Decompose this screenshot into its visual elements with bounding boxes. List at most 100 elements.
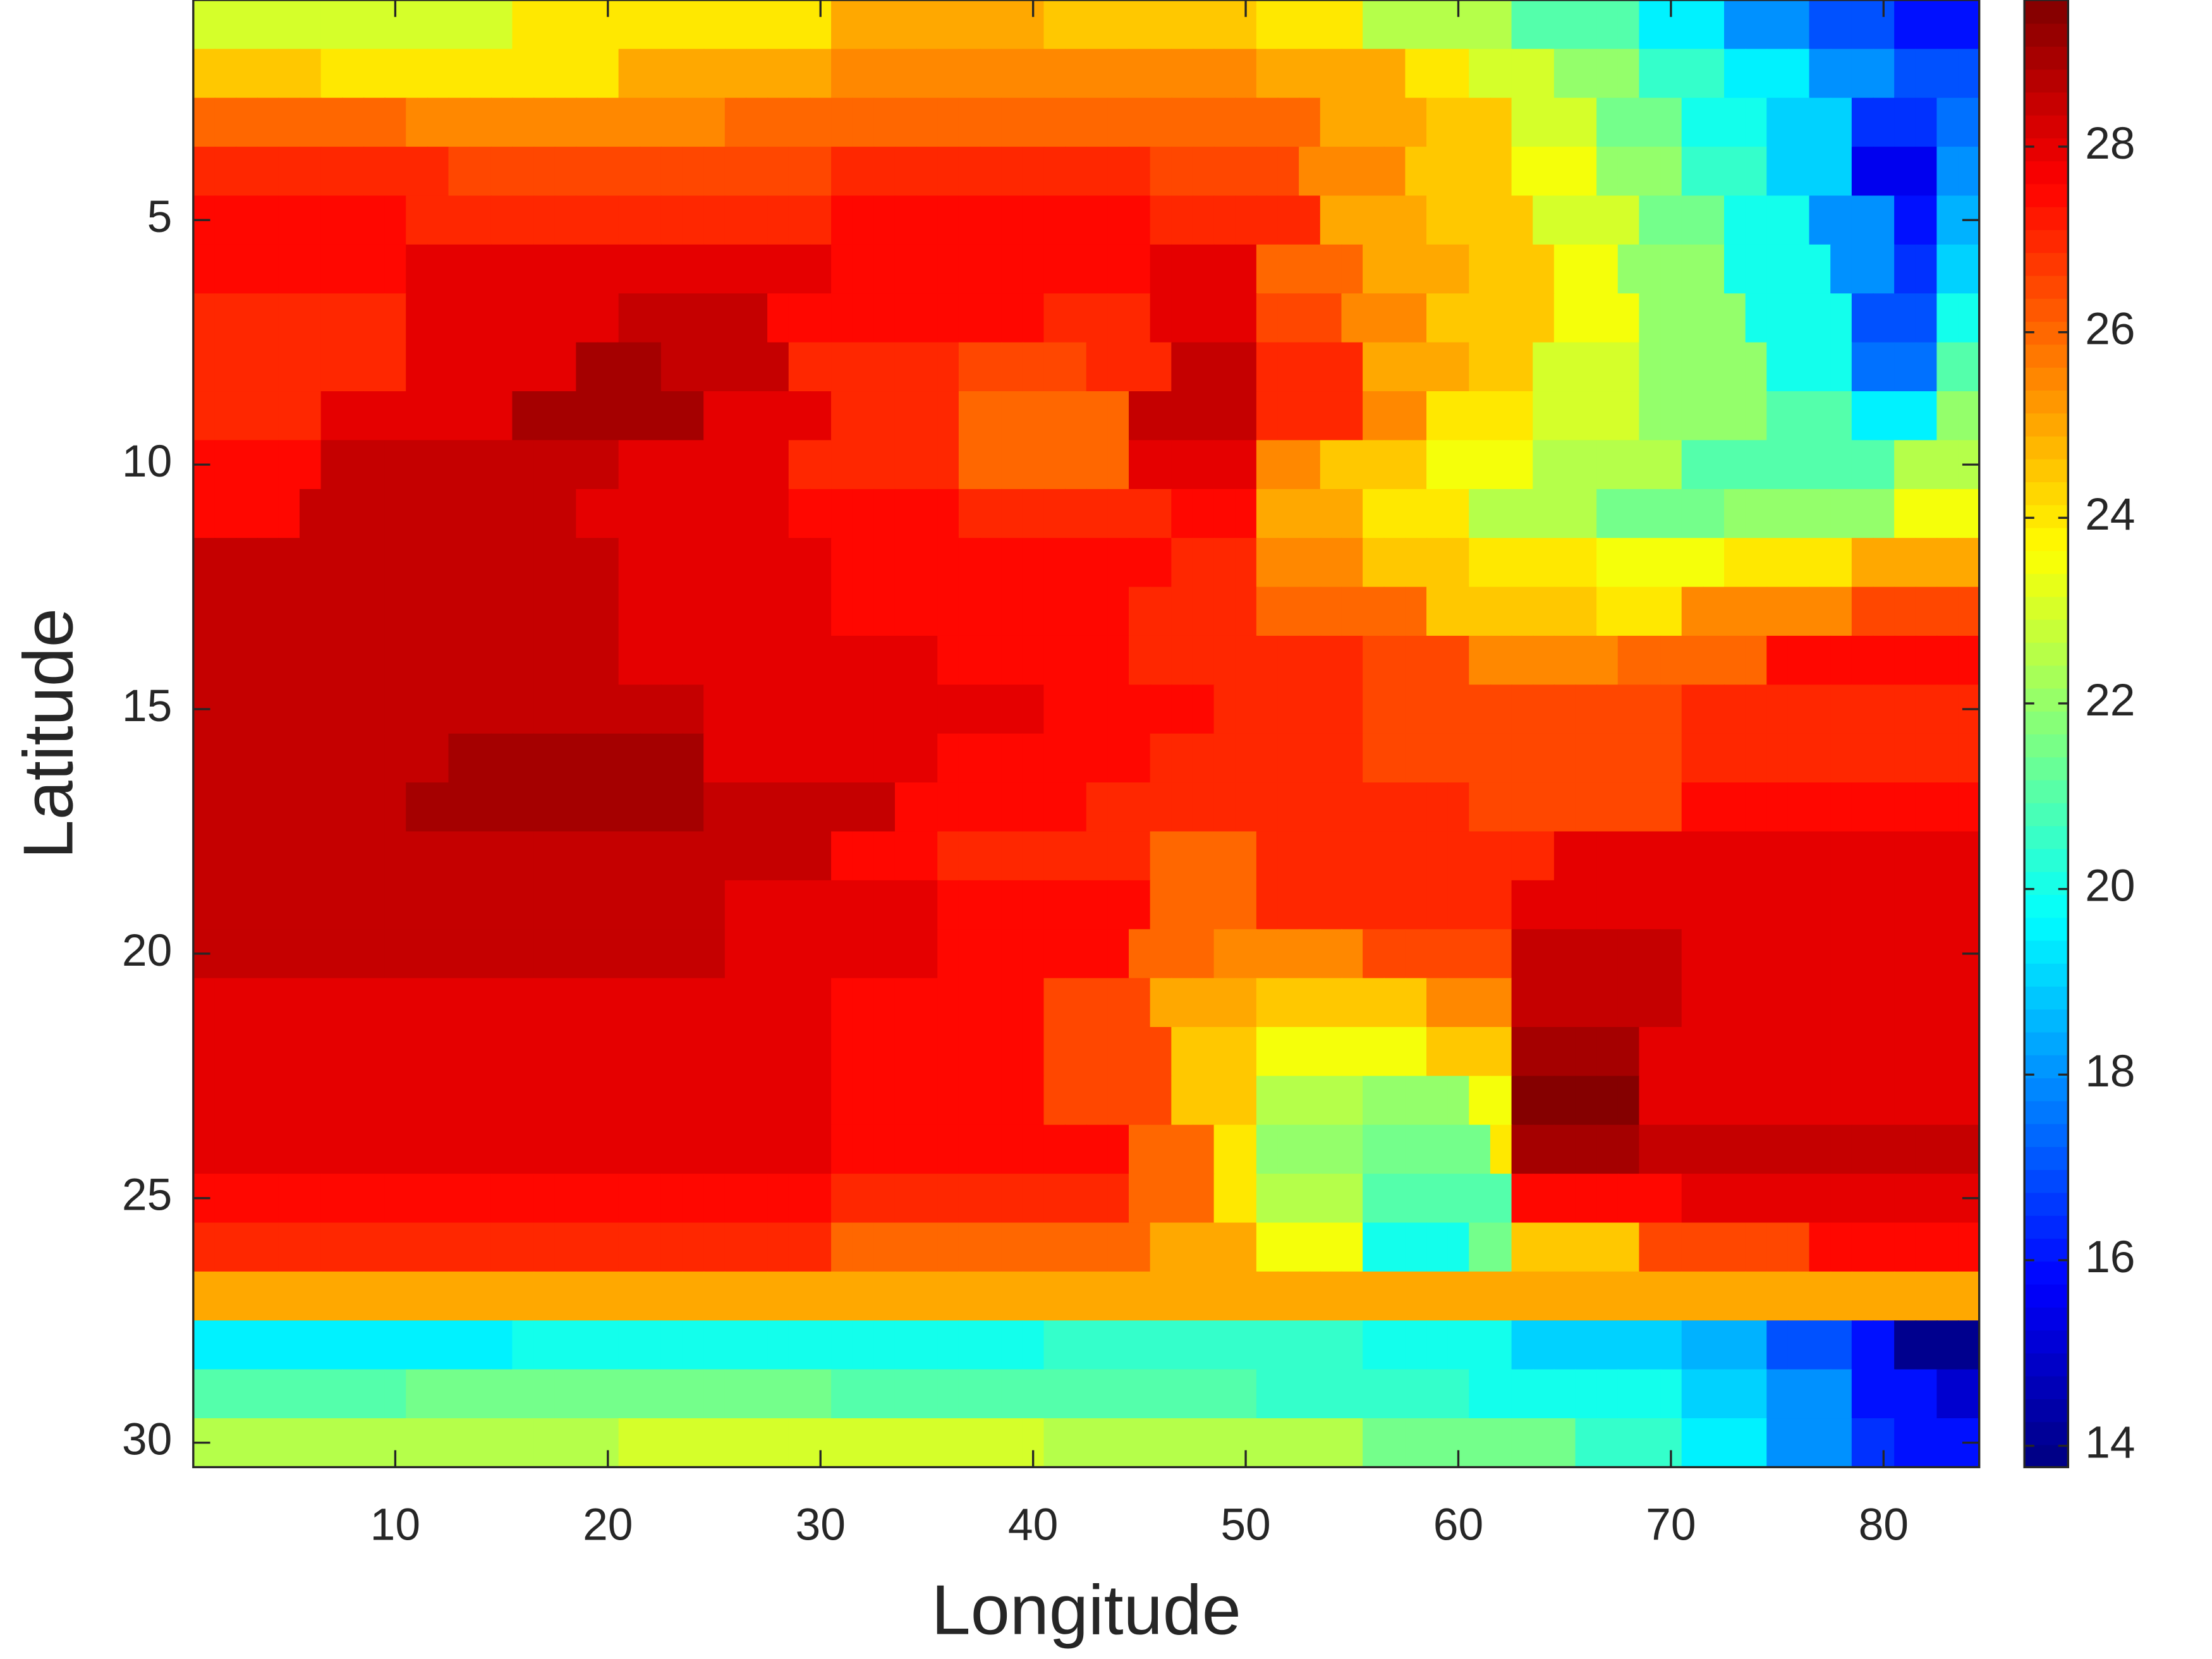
heatmap-cell bbox=[1851, 0, 1874, 50]
heatmap-cell bbox=[660, 782, 683, 832]
heatmap-cell bbox=[1001, 244, 1024, 295]
heatmap-cell bbox=[1256, 733, 1279, 784]
heatmap-cell bbox=[831, 586, 854, 637]
heatmap-cell bbox=[1277, 0, 1300, 50]
heatmap-cell bbox=[1171, 635, 1194, 686]
heatmap-cell bbox=[1511, 1320, 1534, 1371]
heatmap-cell bbox=[831, 782, 854, 832]
heatmap-cell bbox=[1596, 1124, 1619, 1175]
heatmap-cell bbox=[1681, 293, 1704, 344]
heatmap-cell bbox=[576, 880, 599, 930]
heatmap-cell bbox=[427, 1174, 449, 1224]
heatmap-cell bbox=[1660, 49, 1683, 99]
heatmap-cell bbox=[554, 1369, 577, 1419]
heatmap-cell bbox=[1150, 782, 1172, 832]
heatmap-cell bbox=[1660, 1124, 1683, 1175]
heatmap-cell bbox=[980, 97, 1002, 148]
heatmap-cell bbox=[490, 440, 513, 490]
heatmap-cell bbox=[1213, 1124, 1236, 1175]
heatmap-cell bbox=[236, 880, 258, 930]
heatmap-cell bbox=[1873, 489, 1895, 539]
heatmap-cell bbox=[1043, 538, 1066, 588]
heatmap-cell bbox=[1150, 1124, 1172, 1175]
heatmap-cell bbox=[236, 1027, 258, 1077]
heatmap-cell bbox=[1830, 1174, 1853, 1224]
heatmap-cell bbox=[746, 978, 769, 1028]
heatmap-cell bbox=[278, 1027, 301, 1077]
heatmap-cell bbox=[384, 489, 407, 539]
heatmap-cell bbox=[1235, 440, 1258, 490]
heatmap-cell bbox=[1915, 538, 1938, 588]
heatmap-cell bbox=[1426, 1320, 1449, 1371]
heatmap-cell bbox=[1107, 538, 1130, 588]
heatmap-cell bbox=[1809, 733, 1832, 784]
heatmap-cell bbox=[703, 342, 726, 392]
heatmap-cell bbox=[1766, 49, 1789, 99]
heatmap-cell bbox=[1320, 538, 1342, 588]
heatmap-cell bbox=[1086, 391, 1109, 441]
heatmap-cell bbox=[1766, 293, 1789, 344]
heatmap-cell bbox=[576, 391, 599, 441]
heatmap-cell bbox=[852, 538, 875, 588]
heatmap-cell bbox=[554, 1124, 577, 1175]
heatmap-cell bbox=[342, 391, 365, 441]
y-tick-label: 15 bbox=[122, 681, 172, 731]
heatmap-cell bbox=[831, 1369, 854, 1419]
heatmap-cell bbox=[236, 1418, 258, 1468]
heatmap-cell bbox=[1745, 538, 1768, 588]
heatmap-cell bbox=[660, 293, 683, 344]
heatmap-cell bbox=[1022, 1320, 1045, 1371]
heatmap-cell bbox=[746, 489, 769, 539]
heatmap-cell bbox=[1426, 684, 1449, 735]
heatmap-cell bbox=[1213, 1369, 1236, 1419]
heatmap-cell bbox=[1129, 244, 1152, 295]
heatmap-cell bbox=[1426, 782, 1449, 832]
heatmap-cell bbox=[1383, 782, 1406, 832]
heatmap-cell bbox=[703, 1320, 726, 1371]
heatmap-cell bbox=[1001, 831, 1024, 882]
heatmap-cell bbox=[1873, 391, 1895, 441]
heatmap-cell bbox=[576, 538, 599, 588]
heatmap-cell bbox=[1363, 684, 1385, 735]
heatmap-cell bbox=[1363, 147, 1385, 197]
heatmap-cell bbox=[1341, 782, 1364, 832]
heatmap-cell bbox=[1596, 49, 1619, 99]
heatmap-cell bbox=[384, 1124, 407, 1175]
heatmap-cell bbox=[1915, 1369, 1938, 1419]
heatmap-cell bbox=[1022, 489, 1045, 539]
heatmap-cell bbox=[767, 586, 790, 637]
heatmap-cell bbox=[193, 831, 216, 882]
heatmap-cell bbox=[937, 733, 960, 784]
heatmap-cell bbox=[1235, 635, 1258, 686]
heatmap-cell bbox=[1745, 1369, 1768, 1419]
heatmap-cell bbox=[1065, 391, 1088, 441]
heatmap-cell bbox=[1150, 195, 1172, 246]
heatmap-cell bbox=[1107, 1174, 1130, 1224]
heatmap-cell bbox=[363, 0, 386, 50]
heatmap-cell bbox=[958, 342, 981, 392]
heatmap-cell bbox=[1936, 684, 1959, 735]
heatmap-cell bbox=[1107, 831, 1130, 882]
heatmap-cell bbox=[1660, 1271, 1683, 1322]
heatmap-cell bbox=[1660, 538, 1683, 588]
heatmap-cell bbox=[703, 635, 726, 686]
heatmap-cell bbox=[1086, 195, 1109, 246]
heatmap-cell bbox=[1809, 586, 1832, 637]
heatmap-cell bbox=[1936, 1076, 1959, 1126]
heatmap-cell bbox=[1639, 440, 1662, 490]
heatmap-cell bbox=[448, 1271, 471, 1322]
heatmap-cell bbox=[1277, 880, 1300, 930]
heatmap-cell bbox=[724, 440, 747, 490]
heatmap-cell bbox=[1320, 1027, 1342, 1077]
heatmap-cell bbox=[767, 440, 790, 490]
heatmap-cell bbox=[448, 782, 471, 832]
heatmap-cell bbox=[1617, 244, 1640, 295]
heatmap-cell bbox=[1469, 1320, 1492, 1371]
heatmap-cell bbox=[1150, 49, 1172, 99]
heatmap-cell bbox=[1256, 440, 1279, 490]
heatmap-cell bbox=[1894, 391, 1917, 441]
heatmap-cell bbox=[1383, 293, 1406, 344]
heatmap-cell bbox=[703, 391, 726, 441]
heatmap-cell bbox=[682, 782, 705, 832]
